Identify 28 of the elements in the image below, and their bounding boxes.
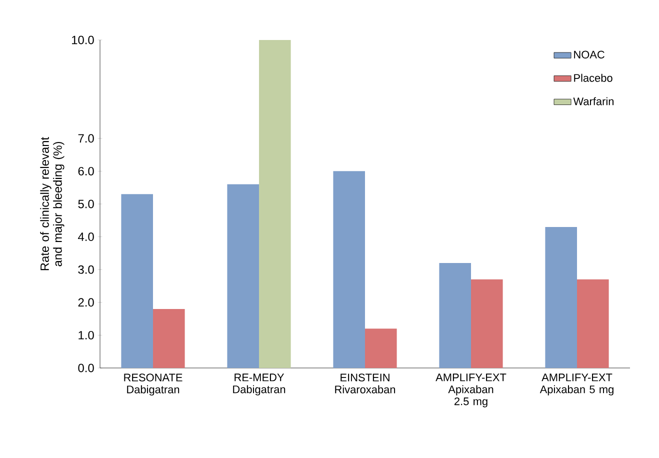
bar xyxy=(121,194,154,368)
x-tick-label: RESONATE Dabigatran xyxy=(124,374,182,396)
y-tick-label: 10.0 xyxy=(72,36,94,44)
legend-label: Placebo xyxy=(574,74,612,82)
y-tick-label: 1.0 xyxy=(78,330,94,340)
legend-label: NOAC xyxy=(574,50,604,58)
x-tick-label: AMPLIFY-EXT Apixaban 5 mg xyxy=(540,374,614,396)
y-tick-label: 3.0 xyxy=(78,265,94,274)
bar xyxy=(333,171,366,368)
y-tick-label: 4.0 xyxy=(78,232,94,242)
y-tick-label: 5.0 xyxy=(78,200,94,208)
y-tick-label: 6.0 xyxy=(78,166,94,176)
legend-label: Warfarin xyxy=(573,97,614,106)
bar xyxy=(471,279,503,368)
bar xyxy=(545,226,578,368)
bar xyxy=(577,279,609,368)
bar xyxy=(259,40,291,368)
bar xyxy=(227,184,260,368)
x-tick-label: EINSTEIN Rivaroxaban xyxy=(335,374,396,394)
bar xyxy=(439,263,472,368)
y-tick-label: 0.0 xyxy=(78,364,94,372)
x-tick-label: AMPLIFY-EXT Apixaban 2.5 mg xyxy=(436,374,506,408)
y-tick-label: 2.0 xyxy=(78,298,94,307)
y-axis-title: Rate of clinically relevant and major bleeding (%) xyxy=(40,137,64,270)
bar xyxy=(153,308,185,368)
bar xyxy=(365,328,397,368)
x-tick-label: RE-MEDY Dabigatran xyxy=(233,374,286,396)
y-tick-label: 7.0 xyxy=(78,134,94,143)
